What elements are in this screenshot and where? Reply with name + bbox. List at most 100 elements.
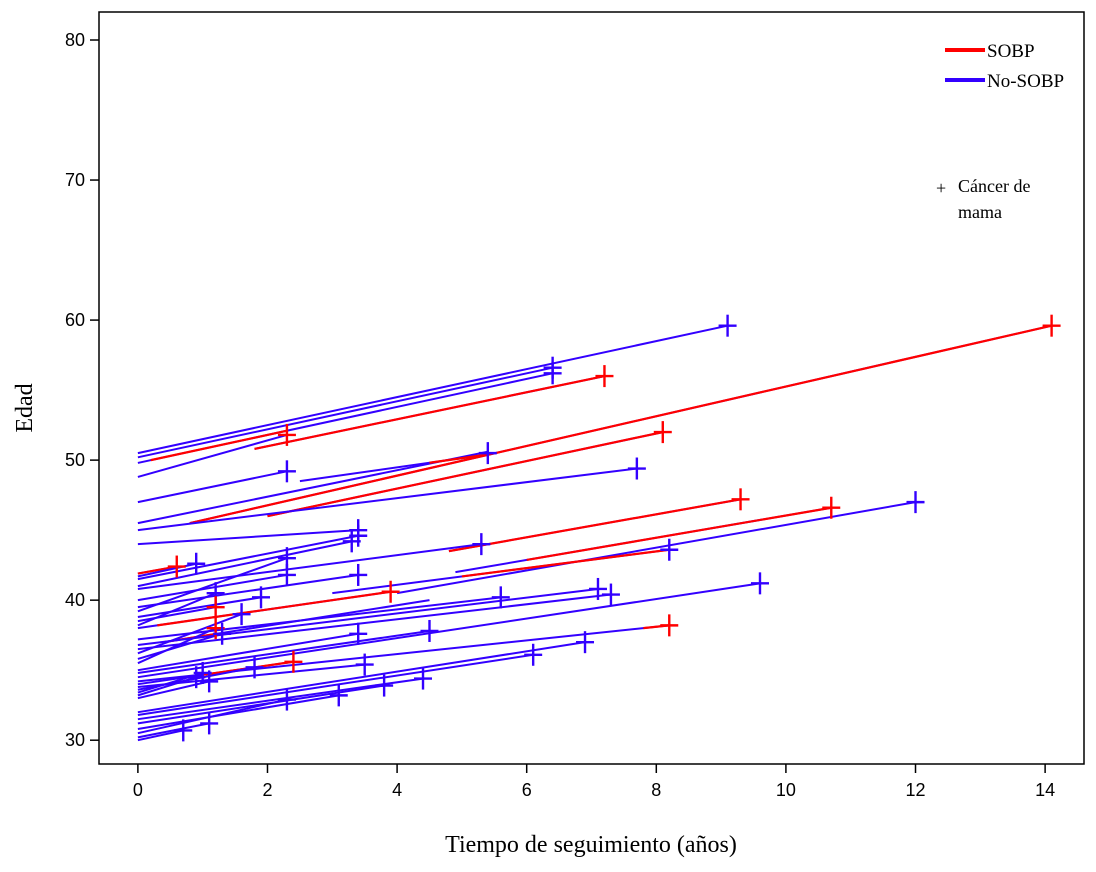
cancer-event-marker <box>200 670 219 693</box>
follow-up-line-no-sobp <box>137 698 288 735</box>
x-tick-label: 8 <box>651 780 661 800</box>
follow-up-line-no-sobp <box>137 596 262 618</box>
follow-up-line-no-sobp <box>137 632 223 660</box>
follow-up-line-sobp <box>429 453 488 464</box>
marker-note-line2: mama <box>958 202 1002 222</box>
x-tick-label: 2 <box>262 780 272 800</box>
cancer-event-marker <box>167 555 186 578</box>
y-tick-label: 40 <box>65 590 85 610</box>
cancer-event-marker <box>232 603 251 626</box>
x-tick-label: 4 <box>392 780 402 800</box>
cancer-event-marker <box>660 538 679 561</box>
cancer-event-marker <box>200 712 219 735</box>
cancer-event-marker <box>277 460 296 483</box>
cancer-event-marker <box>731 488 750 511</box>
follow-up-line-no-sobp <box>137 529 359 546</box>
follow-up-line-no-sobp <box>137 366 553 459</box>
cancer-event-marker <box>576 631 595 654</box>
follow-up-line-no-sobp <box>137 467 637 532</box>
x-tick-label: 6 <box>522 780 532 800</box>
follow-up-line-no-sobp <box>137 433 288 478</box>
cancer-event-marker <box>595 365 614 388</box>
follow-up-line-sobp <box>267 431 664 518</box>
follow-up-line-no-sobp <box>137 653 534 716</box>
follow-up-line-no-sobp <box>137 562 197 578</box>
cancer-event-marker <box>420 619 439 642</box>
cancer-event-marker <box>1042 314 1061 337</box>
cancer-event-marker <box>284 650 303 673</box>
cancer-event-marker <box>206 596 225 619</box>
cancer-event-marker <box>478 442 497 465</box>
cancer-event-marker <box>349 622 368 645</box>
follow-up-line-sobp <box>526 506 832 562</box>
marker-note-symbol: + <box>936 178 946 198</box>
cancer-event-marker <box>245 656 264 679</box>
marker-note: + Cáncer de mama <box>936 176 1030 222</box>
cancer-event-marker <box>524 643 543 666</box>
cancer-event-marker <box>472 533 491 556</box>
cancer-event-marker <box>414 667 433 690</box>
x-tick-label: 10 <box>776 780 796 800</box>
follow-up-line-no-sobp <box>137 534 359 581</box>
follow-up-line-no-sobp <box>137 627 217 665</box>
follow-up-line-no-sobp <box>137 470 288 504</box>
marker-note-line1: Cáncer de <box>958 176 1030 196</box>
y-tick-label: 30 <box>65 730 85 750</box>
follow-up-line-sobp <box>189 324 1052 525</box>
follow-up-line-no-sobp <box>137 593 612 651</box>
follow-up-line-no-sobp <box>396 501 916 595</box>
cancer-event-marker <box>187 552 206 575</box>
cancer-event-marker <box>381 580 400 603</box>
follow-up-line-no-sobp <box>137 729 184 742</box>
x-tick-label: 14 <box>1035 780 1055 800</box>
cancer-event-marker <box>349 563 368 586</box>
follow-up-line-no-sobp <box>137 641 586 714</box>
cancer-event-marker <box>252 586 271 609</box>
legend-label-sobp: SOBP <box>987 41 1035 62</box>
cancer-event-marker <box>277 423 296 446</box>
y-axis-title: Edad <box>12 383 38 432</box>
follow-up-line-no-sobp <box>137 606 216 623</box>
cancer-event-marker <box>213 622 232 645</box>
cancer-event-marker <box>375 674 394 697</box>
follow-up-line-no-sobp <box>137 540 352 588</box>
y-tick-label: 60 <box>65 310 85 330</box>
cancer-event-marker <box>653 421 672 444</box>
cancer-event-marker <box>277 688 296 711</box>
cancer-event-marker <box>174 719 193 742</box>
cancer-event-marker <box>355 653 374 676</box>
cancer-event-marker <box>329 684 348 707</box>
follow-up-line-no-sobp <box>137 676 197 697</box>
cancer-event-marker <box>491 586 510 609</box>
cancer-event-marker <box>277 563 296 586</box>
follow-up-line-no-sobp <box>137 629 430 674</box>
cancer-event-marker <box>543 362 562 385</box>
cancer-event-marker <box>660 614 679 637</box>
follow-up-line-sobp <box>448 498 741 553</box>
cancer-event-marker <box>750 572 769 595</box>
follow-up-line-no-sobp <box>137 722 210 739</box>
events-layer <box>167 314 1061 742</box>
axes-layer: 0 2 4 6 8 10 12 14 30 40 50 60 70 80 <box>65 30 1055 800</box>
follow-up-line-no-sobp <box>137 694 339 730</box>
legend-label-no-sobp: No-SOBP <box>987 71 1064 92</box>
follow-up-line-sobp <box>461 548 670 578</box>
y-tick-label: 70 <box>65 170 85 190</box>
cancer-event-marker <box>906 491 925 514</box>
cancer-event-marker <box>588 577 607 600</box>
follow-up-line-no-sobp <box>137 543 482 590</box>
x-tick-label: 0 <box>133 780 143 800</box>
follow-up-line-no-sobp <box>137 573 359 609</box>
cancer-event-marker <box>342 530 361 553</box>
follow-up-line-no-sobp <box>137 613 242 655</box>
follow-up-line-no-sobp <box>137 592 217 627</box>
follow-up-line-sobp <box>157 590 391 627</box>
cancer-event-marker <box>627 457 646 480</box>
legend: SOBP No-SOBP <box>945 41 1064 92</box>
follow-up-line-no-sobp <box>137 557 288 613</box>
y-tick-label: 80 <box>65 30 85 50</box>
follow-up-line-sobp <box>254 375 605 450</box>
plot-frame <box>98 11 1085 765</box>
follow-up-line-sobp <box>150 429 288 462</box>
y-tick-label: 50 <box>65 450 85 470</box>
